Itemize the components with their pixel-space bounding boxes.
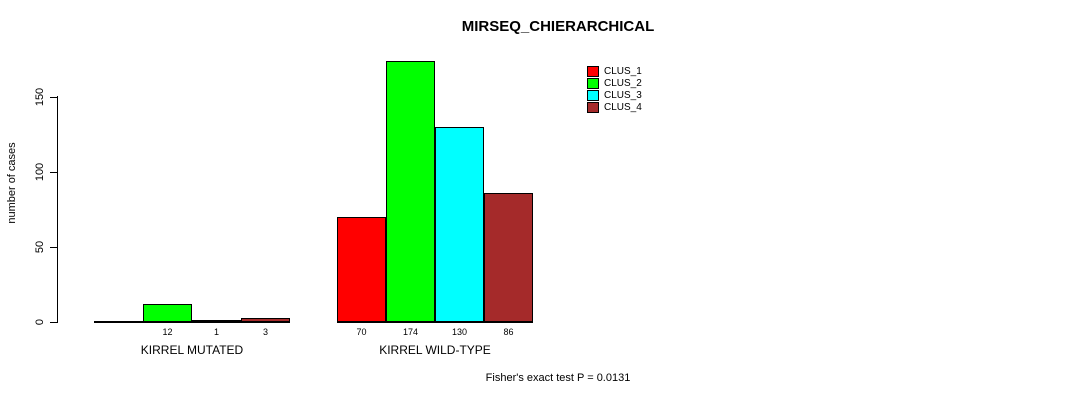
legend-label: CLUS_1 (604, 65, 642, 77)
legend-label: CLUS_3 (604, 89, 642, 101)
y-axis-tick-label: 100 (34, 162, 46, 182)
y-axis-tick (50, 171, 57, 173)
bar-value-label: 174 (402, 327, 419, 337)
bar-clus_2-1 (143, 304, 192, 322)
bar-value-label: 3 (262, 327, 268, 337)
legend-item: CLUS_4 (587, 101, 642, 113)
chart-title: MIRSEQ_CHIERARCHICAL (461, 18, 655, 35)
legend-label: CLUS_4 (604, 101, 642, 113)
legend-label: CLUS_2 (604, 77, 642, 89)
category-label: KIRREL WILD-TYPE (379, 343, 491, 357)
bar-value-label: 1 (213, 327, 219, 337)
legend-swatch-clus_1 (587, 65, 599, 77)
y-axis-line (56, 96, 58, 323)
y-axis-tick-label: 0 (34, 318, 46, 326)
category-label: KIRREL MUTATED (140, 343, 244, 357)
y-axis-tick-label: 50 (34, 240, 46, 254)
legend-swatch-clus_4 (587, 101, 599, 113)
legend-swatch-clus_2 (587, 77, 599, 89)
legend: CLUS_1 CLUS_2 CLUS_3 CLUS_4 (587, 65, 642, 113)
legend-item: CLUS_1 (587, 65, 642, 77)
y-axis-tick (50, 246, 57, 248)
bar-clus_3-2 (435, 127, 484, 322)
bar-value-label: 130 (451, 327, 468, 337)
bar-value-label: 70 (356, 327, 367, 337)
legend-item: CLUS_2 (587, 77, 642, 89)
bar-clus_4-1 (241, 317, 290, 322)
bar-clus_3-1 (192, 320, 241, 322)
bar-clus_2-2 (386, 61, 435, 322)
y-axis-title: number of cases (6, 142, 18, 224)
bar-value-label: 12 (162, 327, 173, 337)
y-axis-tick (50, 96, 57, 98)
legend-item: CLUS_3 (587, 89, 642, 101)
bar-clus_4-2 (484, 193, 533, 322)
y-axis-tick-label: 150 (34, 87, 46, 107)
bar-value-label: 86 (503, 327, 514, 337)
y-axis-tick (50, 321, 57, 323)
bar-clus_1-2 (337, 217, 386, 322)
legend-swatch-clus_3 (587, 89, 599, 101)
fisher-test-annotation: Fisher's exact test P = 0.0131 (485, 372, 631, 384)
